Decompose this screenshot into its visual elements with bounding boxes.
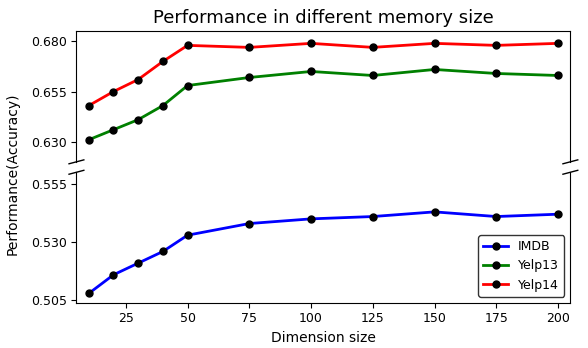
Yelp13 xyxy=(431,68,438,72)
Yelp13 xyxy=(184,84,191,88)
Yelp13 xyxy=(308,69,315,73)
IMDB xyxy=(493,214,500,219)
IMDB xyxy=(554,316,562,321)
Yelp14 xyxy=(159,60,166,64)
Yelp14 xyxy=(431,41,438,46)
IMDB xyxy=(369,214,376,219)
Title: Performance in different memory size: Performance in different memory size xyxy=(153,9,494,27)
Yelp13 xyxy=(135,118,142,122)
IMDB xyxy=(159,250,166,254)
Line: Yelp14: Yelp14 xyxy=(85,40,562,109)
Yelp13 xyxy=(85,138,92,142)
Line: Yelp13: Yelp13 xyxy=(85,0,562,10)
Yelp13 xyxy=(85,5,92,9)
IMDB xyxy=(135,261,142,265)
IMDB xyxy=(184,334,191,339)
IMDB xyxy=(554,212,562,216)
Yelp14 xyxy=(369,45,376,49)
Yelp13 xyxy=(110,128,117,132)
Yelp14 xyxy=(184,43,191,47)
Yelp14 xyxy=(110,89,117,94)
IMDB xyxy=(246,324,253,329)
IMDB xyxy=(184,233,191,237)
IMDB xyxy=(369,318,376,323)
Yelp14 xyxy=(308,41,315,46)
Yelp14 xyxy=(85,103,92,108)
IMDB xyxy=(85,291,92,295)
Line: IMDB: IMDB xyxy=(85,313,562,348)
Yelp14 xyxy=(246,45,253,49)
IMDB xyxy=(431,314,438,318)
IMDB xyxy=(246,221,253,226)
X-axis label: Dimension size: Dimension size xyxy=(271,331,376,345)
Yelp13 xyxy=(246,76,253,80)
Text: Performance(Accuracy): Performance(Accuracy) xyxy=(6,93,20,255)
Yelp13 xyxy=(554,73,562,78)
IMDB xyxy=(493,318,500,323)
Line: Yelp13: Yelp13 xyxy=(85,66,562,143)
Line: IMDB: IMDB xyxy=(85,208,562,297)
IMDB xyxy=(308,321,315,325)
Yelp14 xyxy=(493,43,500,47)
Legend: IMDB, Yelp13, Yelp14: IMDB, Yelp13, Yelp14 xyxy=(478,235,564,296)
Yelp13 xyxy=(369,73,376,78)
IMDB xyxy=(110,273,117,277)
Yelp13 xyxy=(159,103,166,108)
IMDB xyxy=(308,217,315,221)
Yelp14 xyxy=(135,77,142,81)
IMDB xyxy=(431,210,438,214)
Yelp13 xyxy=(493,71,500,76)
Yelp14 xyxy=(554,41,562,46)
